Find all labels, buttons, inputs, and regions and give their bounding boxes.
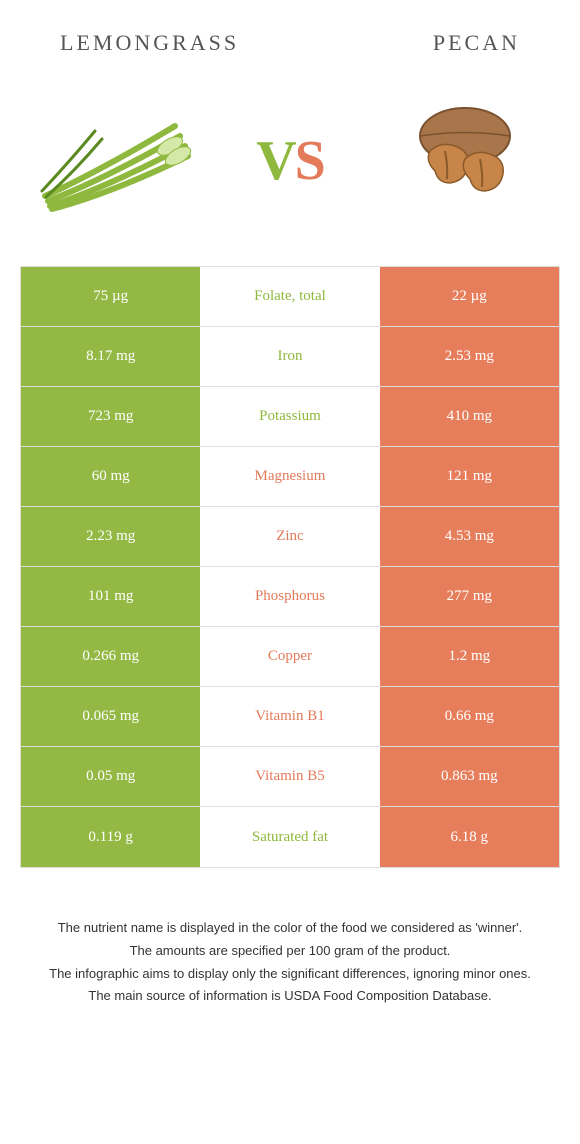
left-value: 75 µg [21,267,200,326]
right-value: 0.66 mg [380,687,559,746]
nutrient-name: Vitamin B5 [200,747,379,806]
footer-line-2: The amounts are specified per 100 gram o… [40,941,540,962]
table-row: 60 mgMagnesium121 mg [21,447,559,507]
nutrient-name: Magnesium [200,447,379,506]
footer-line-1: The nutrient name is displayed in the co… [40,918,540,939]
left-value: 0.05 mg [21,747,200,806]
table-row: 723 mgPotassium410 mg [21,387,559,447]
right-value: 22 µg [380,267,559,326]
right-value: 2.53 mg [380,327,559,386]
table-row: 0.266 mgCopper1.2 mg [21,627,559,687]
lemongrass-image [40,91,200,231]
footer-line-3: The infographic aims to display only the… [40,964,540,985]
vs-label: V S [256,129,324,193]
vs-s: S [295,129,324,193]
comparison-table: 75 µgFolate, total22 µg8.17 mgIron2.53 m… [20,266,560,868]
nutrient-name: Phosphorus [200,567,379,626]
right-food-title: PECAN [433,30,520,56]
right-value: 6.18 g [380,807,559,867]
table-row: 0.05 mgVitamin B50.863 mg [21,747,559,807]
left-value: 2.23 mg [21,507,200,566]
table-row: 75 µgFolate, total22 µg [21,267,559,327]
nutrient-name: Folate, total [200,267,379,326]
vs-v: V [256,129,294,193]
left-value: 0.119 g [21,807,200,867]
table-row: 0.065 mgVitamin B10.66 mg [21,687,559,747]
nutrient-name: Potassium [200,387,379,446]
footer-line-4: The main source of information is USDA F… [40,986,540,1007]
left-value: 60 mg [21,447,200,506]
table-row: 101 mgPhosphorus277 mg [21,567,559,627]
table-row: 0.119 gSaturated fat6.18 g [21,807,559,867]
left-value: 8.17 mg [21,327,200,386]
images-row: V S [0,66,580,266]
footer-notes: The nutrient name is displayed in the co… [0,868,580,1007]
pecan-image [380,91,540,231]
left-value: 101 mg [21,567,200,626]
right-value: 1.2 mg [380,627,559,686]
right-value: 4.53 mg [380,507,559,566]
header-row: LEMONGRASS PECAN [0,0,580,66]
right-value: 277 mg [380,567,559,626]
nutrient-name: Vitamin B1 [200,687,379,746]
nutrient-name: Iron [200,327,379,386]
right-value: 410 mg [380,387,559,446]
table-row: 2.23 mgZinc4.53 mg [21,507,559,567]
left-value: 0.065 mg [21,687,200,746]
left-value: 723 mg [21,387,200,446]
nutrient-name: Saturated fat [200,807,379,867]
table-row: 8.17 mgIron2.53 mg [21,327,559,387]
right-value: 0.863 mg [380,747,559,806]
nutrient-name: Zinc [200,507,379,566]
left-food-title: LEMONGRASS [60,30,239,56]
right-value: 121 mg [380,447,559,506]
left-value: 0.266 mg [21,627,200,686]
nutrient-name: Copper [200,627,379,686]
